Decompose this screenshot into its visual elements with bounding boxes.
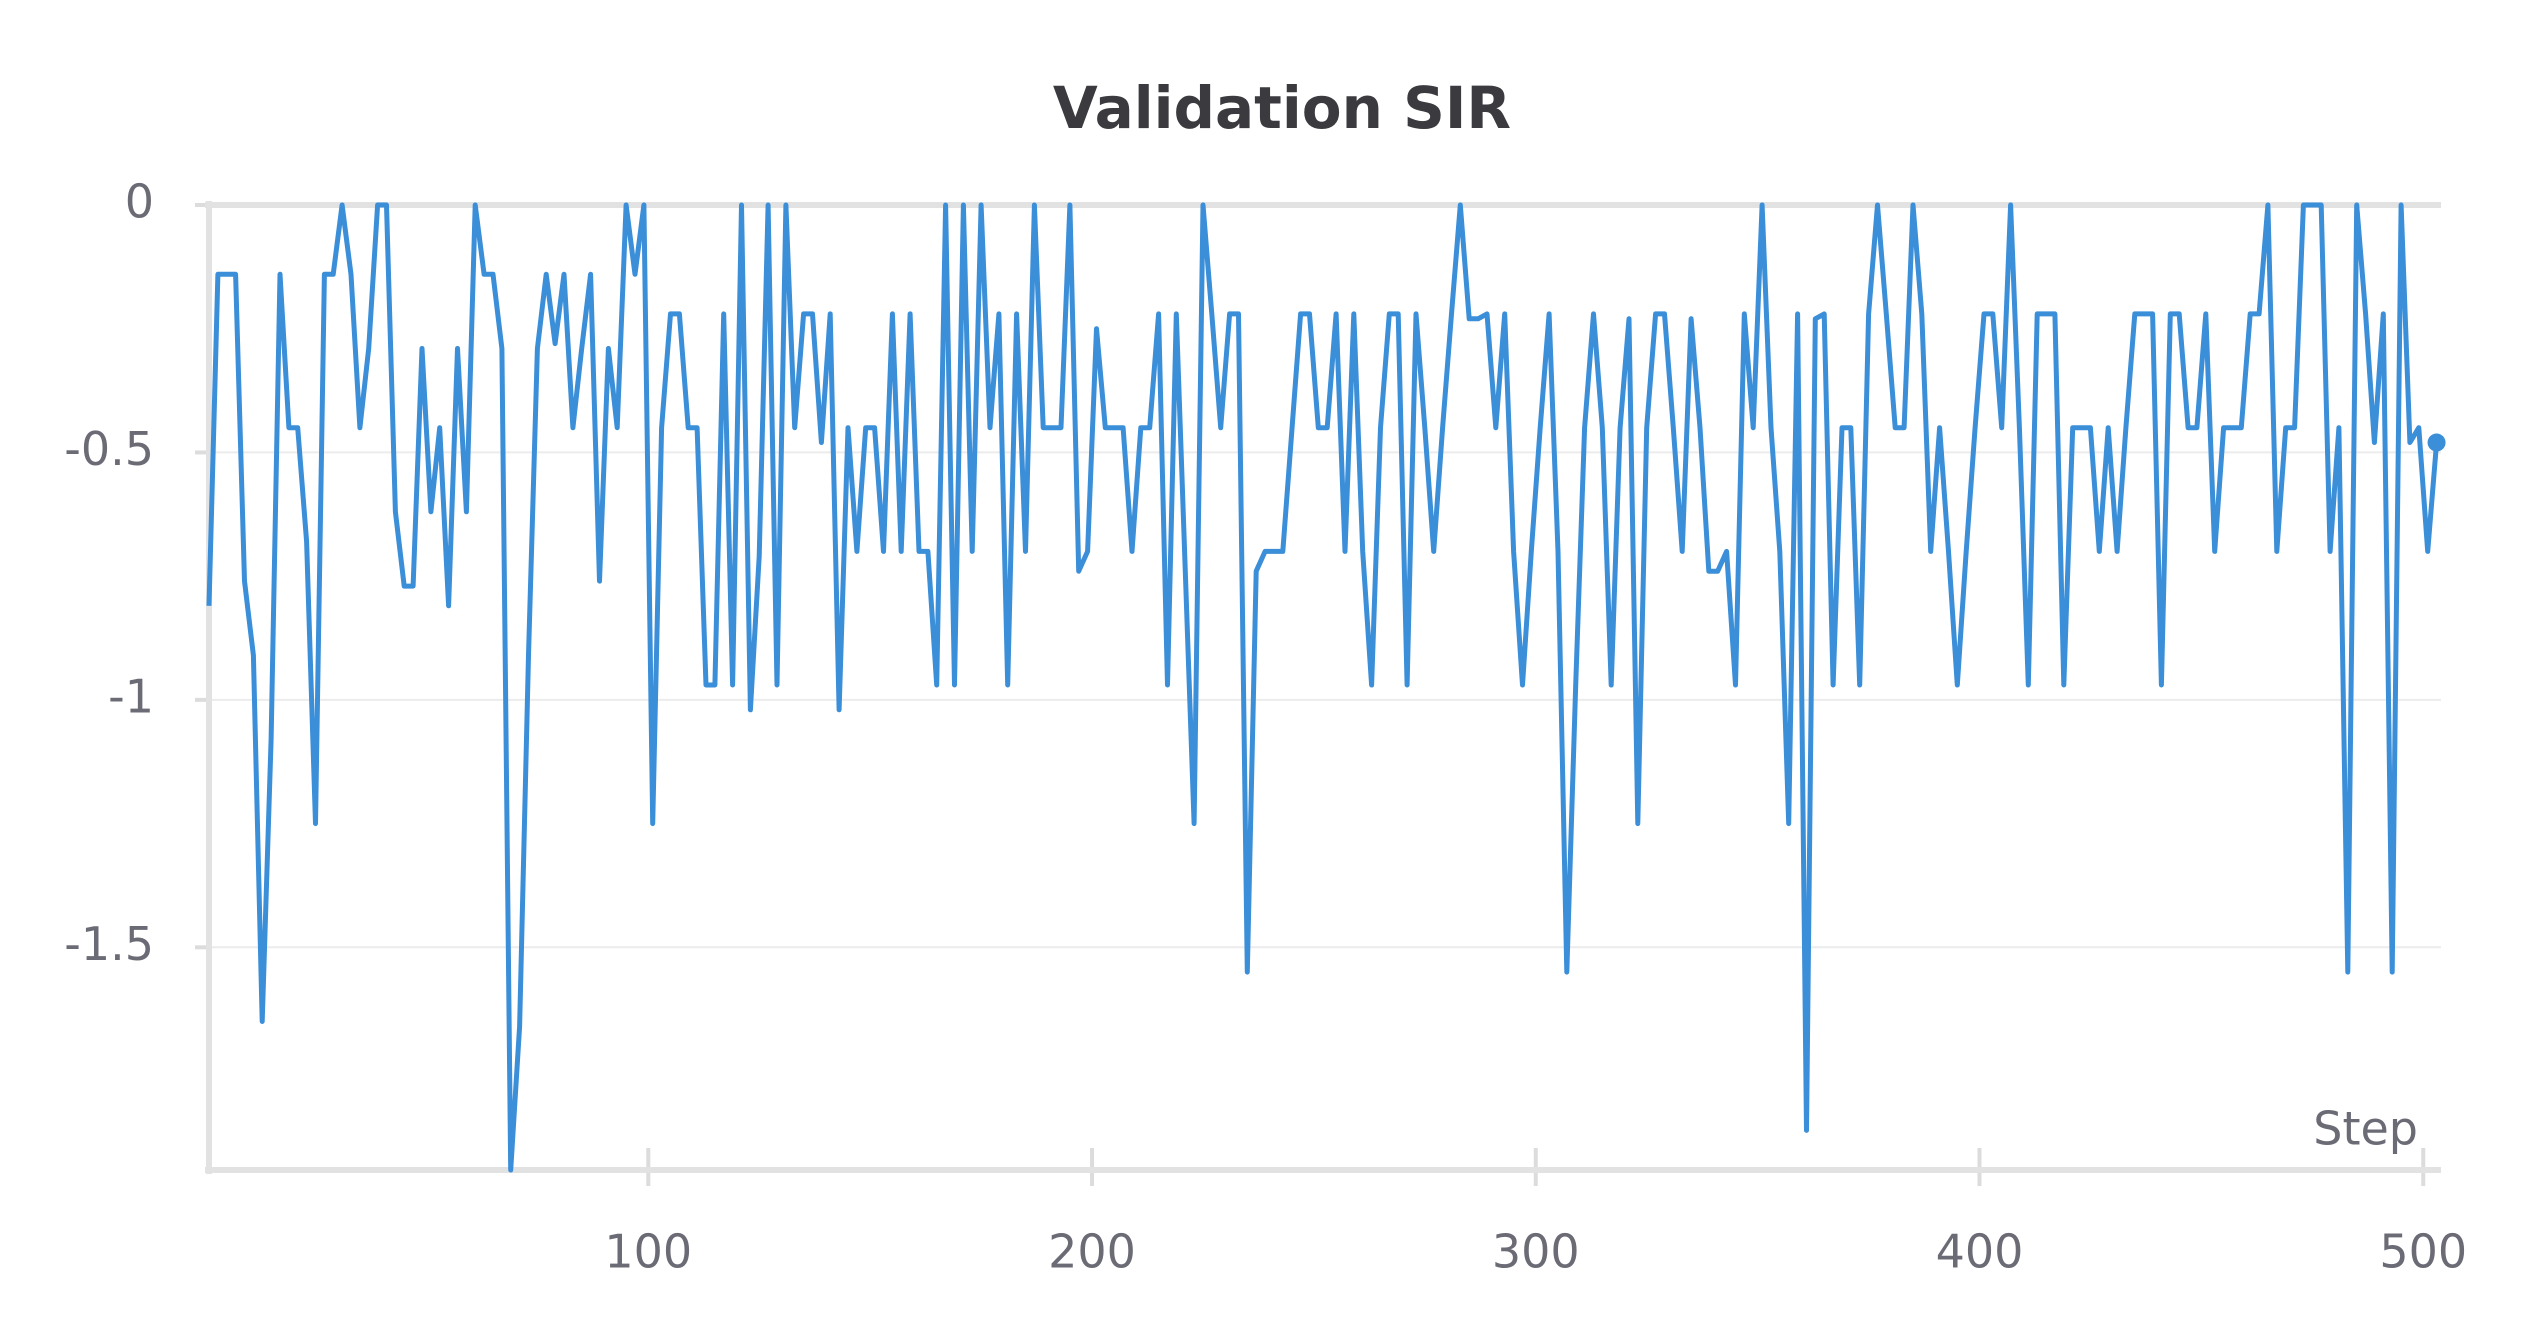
- series-line: [206, 202, 2440, 1173]
- x-tick-label: 300: [1492, 1225, 1580, 1279]
- end-point: [2427, 433, 2446, 452]
- x-axis-label: Step: [2313, 1102, 2418, 1156]
- x-tick-label: 100: [604, 1225, 692, 1279]
- x-tick-label: 500: [2379, 1225, 2467, 1279]
- x-tick-label: 400: [1936, 1225, 2024, 1279]
- y-tick-label: -1.5: [64, 917, 154, 971]
- y-tick-label: -1: [108, 669, 154, 723]
- x-tick-label: 200: [1048, 1225, 1136, 1279]
- chart-title: Validation SIR: [1053, 74, 1511, 142]
- y-tick-label: 0: [125, 175, 154, 229]
- y-tick-label: -0.5: [64, 422, 154, 476]
